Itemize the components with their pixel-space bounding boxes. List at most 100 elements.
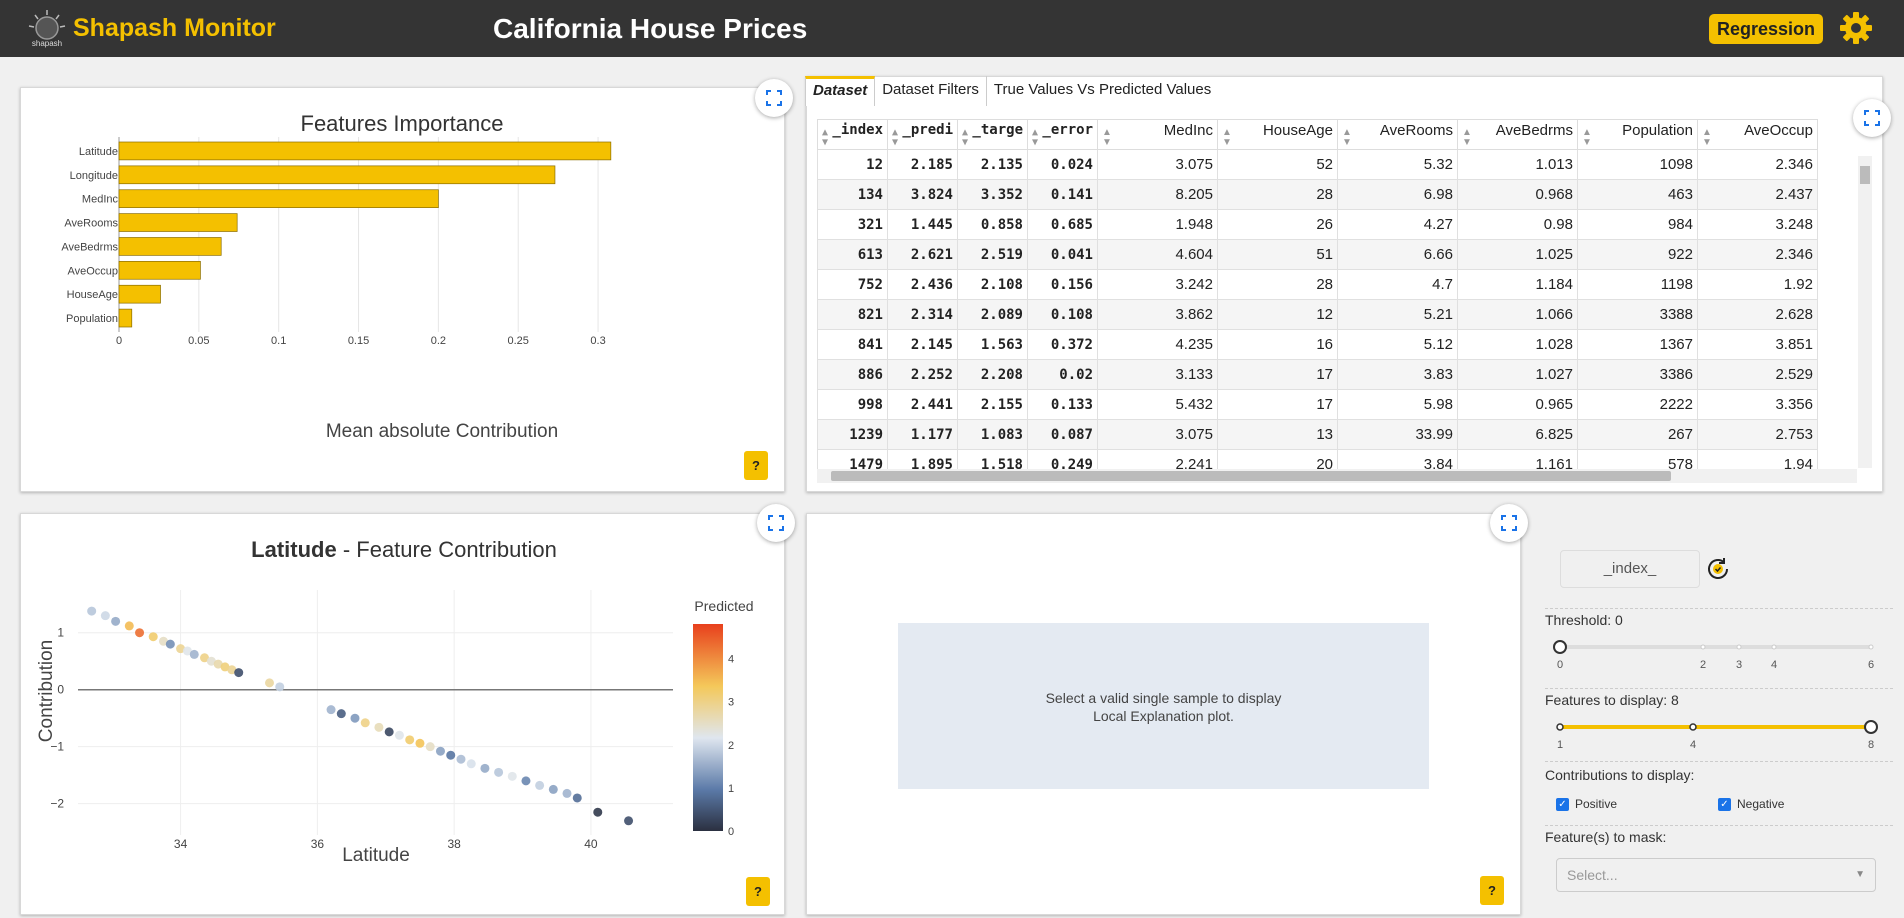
table-cell[interactable]: 1.184 bbox=[1457, 269, 1578, 300]
column-header[interactable]: ▲ ▼ Population bbox=[1577, 119, 1698, 150]
table-cell[interactable]: 1367 bbox=[1577, 329, 1698, 360]
refresh-index-icon[interactable] bbox=[1705, 556, 1731, 582]
table-cell[interactable]: 1.177 bbox=[887, 419, 958, 450]
sort-icon[interactable]: ▲ ▼ bbox=[1342, 126, 1352, 148]
table-cell[interactable]: 5.21 bbox=[1337, 299, 1458, 330]
table-cell[interactable]: 267 bbox=[1577, 419, 1698, 450]
column-header[interactable]: ▲ ▼ MedInc bbox=[1097, 119, 1218, 150]
column-header[interactable]: ▲ ▼ HouseAge bbox=[1217, 119, 1338, 150]
table-cell[interactable]: 984 bbox=[1577, 209, 1698, 240]
sort-icon[interactable]: ▲ ▼ bbox=[1102, 126, 1112, 148]
table-cell[interactable]: 0.133 bbox=[1027, 389, 1098, 420]
table-cell[interactable]: 5.432 bbox=[1097, 389, 1218, 420]
table-cell[interactable]: 3.242 bbox=[1097, 269, 1218, 300]
table-row[interactable]: 998 2.441 2.155 0.133 5.432 17 5.98 0.965 2222 3.… bbox=[817, 389, 1818, 420]
table-cell[interactable]: 2.519 bbox=[957, 239, 1028, 270]
table-cell[interactable]: 8.205 bbox=[1097, 179, 1218, 210]
regression-button[interactable]: Regression bbox=[1709, 14, 1823, 44]
table-cell[interactable]: 3.83 bbox=[1337, 359, 1458, 390]
table-row[interactable]: 752 2.436 2.108 0.156 3.242 28 4.7 1.184 1198 1.9… bbox=[817, 269, 1818, 300]
expand-dataset-button[interactable] bbox=[1853, 99, 1891, 137]
table-row[interactable]: 321 1.445 0.858 0.685 1.948 26 4.27 0.98 984 3.24… bbox=[817, 209, 1818, 240]
table-cell[interactable]: 321 bbox=[817, 209, 888, 240]
table-cell[interactable]: 2.621 bbox=[887, 239, 958, 270]
features-slider[interactable]: 1 4 8 bbox=[1548, 716, 1878, 756]
table-cell[interactable]: 134 bbox=[817, 179, 888, 210]
table-cell[interactable]: 922 bbox=[1577, 239, 1698, 270]
table-cell[interactable]: 1.027 bbox=[1457, 359, 1578, 390]
table-cell[interactable]: 1.013 bbox=[1457, 149, 1578, 180]
table-cell[interactable]: 1.948 bbox=[1097, 209, 1218, 240]
table-row[interactable]: 12 2.185 2.135 0.024 3.075 52 5.32 1.013 1098 2.3… bbox=[817, 149, 1818, 180]
table-cell[interactable]: 3.824 bbox=[887, 179, 958, 210]
table-cell[interactable]: 821 bbox=[817, 299, 888, 330]
table-cell[interactable]: 613 bbox=[817, 239, 888, 270]
table-cell[interactable]: 16 bbox=[1217, 329, 1338, 360]
table-cell[interactable]: 17 bbox=[1217, 359, 1338, 390]
table-cell[interactable]: 33.99 bbox=[1337, 419, 1458, 450]
vertical-scroll-thumb[interactable] bbox=[1860, 166, 1870, 184]
expand-importance-button[interactable] bbox=[755, 79, 793, 117]
table-cell[interactable]: 5.32 bbox=[1337, 149, 1458, 180]
table-cell[interactable]: 0.041 bbox=[1027, 239, 1098, 270]
column-header[interactable]: ▲ ▼ AveBedrms bbox=[1457, 119, 1578, 150]
table-cell[interactable]: 5.98 bbox=[1337, 389, 1458, 420]
table-cell[interactable]: 28 bbox=[1217, 269, 1338, 300]
table-cell[interactable]: 0.968 bbox=[1457, 179, 1578, 210]
table-cell[interactable]: 752 bbox=[817, 269, 888, 300]
table-row[interactable]: 886 2.252 2.208 0.02 3.133 17 3.83 1.027 3386 2.5… bbox=[817, 359, 1818, 390]
table-cell[interactable]: 2.108 bbox=[957, 269, 1028, 300]
dataset-table-container[interactable]: ▲ ▼ _index ▲ ▼ _predi ▲ ▼ _targe ▲ ▼ _error ▲ ▼ MedInc… bbox=[817, 119, 1857, 477]
column-header[interactable]: ▲ ▼ _error bbox=[1027, 119, 1098, 150]
table-cell[interactable]: 1.563 bbox=[957, 329, 1028, 360]
sort-icon[interactable]: ▲ ▼ bbox=[962, 126, 969, 148]
table-cell[interactable]: 5.12 bbox=[1337, 329, 1458, 360]
sort-icon[interactable]: ▲ ▼ bbox=[892, 126, 899, 148]
table-cell[interactable]: 1098 bbox=[1577, 149, 1698, 180]
column-header[interactable]: ▲ ▼ _targe bbox=[957, 119, 1028, 150]
tab-true-vs-predicted[interactable]: True Values Vs Predicted Values bbox=[993, 81, 1212, 98]
table-cell[interactable]: 26 bbox=[1217, 209, 1338, 240]
table-cell[interactable]: 2.252 bbox=[887, 359, 958, 390]
table-cell[interactable]: 51 bbox=[1217, 239, 1338, 270]
table-cell[interactable]: 4.235 bbox=[1097, 329, 1218, 360]
table-cell[interactable]: 2.436 bbox=[887, 269, 958, 300]
table-cell[interactable]: 3.075 bbox=[1097, 419, 1218, 450]
column-header[interactable]: ▲ ▼ AveRooms bbox=[1337, 119, 1458, 150]
expand-contribution-button[interactable] bbox=[757, 504, 795, 542]
table-cell[interactable]: 0.372 bbox=[1027, 329, 1098, 360]
sort-icon[interactable]: ▲ ▼ bbox=[1702, 126, 1712, 148]
table-cell[interactable]: 52 bbox=[1217, 149, 1338, 180]
table-cell[interactable]: 2.441 bbox=[887, 389, 958, 420]
table-cell[interactable]: 4.7 bbox=[1337, 269, 1458, 300]
table-cell[interactable]: 0.108 bbox=[1027, 299, 1098, 330]
table-cell[interactable]: 1239 bbox=[817, 419, 888, 450]
table-cell[interactable]: 998 bbox=[817, 389, 888, 420]
threshold-slider[interactable]: 0 2 3 4 6 bbox=[1548, 636, 1878, 676]
table-row[interactable]: 613 2.621 2.519 0.041 4.604 51 6.66 1.025 922 2.3… bbox=[817, 239, 1818, 270]
table-cell[interactable]: 2.346 bbox=[1697, 149, 1818, 180]
table-row[interactable]: 841 2.145 1.563 0.372 4.235 16 5.12 1.028 1367 3.… bbox=[817, 329, 1818, 360]
table-cell[interactable]: 0.024 bbox=[1027, 149, 1098, 180]
table-horizontal-scrollbar[interactable] bbox=[817, 469, 1857, 483]
table-cell[interactable]: 2.185 bbox=[887, 149, 958, 180]
table-cell[interactable]: 17 bbox=[1217, 389, 1338, 420]
table-cell[interactable]: 0.156 bbox=[1027, 269, 1098, 300]
table-cell[interactable]: 3386 bbox=[1577, 359, 1698, 390]
table-cell[interactable]: 0.98 bbox=[1457, 209, 1578, 240]
tab-dataset-filters[interactable]: Dataset Filters bbox=[875, 76, 987, 106]
table-cell[interactable]: 1.066 bbox=[1457, 299, 1578, 330]
table-cell[interactable]: 28 bbox=[1217, 179, 1338, 210]
table-cell[interactable]: 1.083 bbox=[957, 419, 1028, 450]
table-cell[interactable]: 0.02 bbox=[1027, 359, 1098, 390]
table-cell[interactable]: 1.445 bbox=[887, 209, 958, 240]
table-cell[interactable]: 2.346 bbox=[1697, 239, 1818, 270]
table-cell[interactable]: 3388 bbox=[1577, 299, 1698, 330]
table-cell[interactable]: 2.135 bbox=[957, 149, 1028, 180]
table-cell[interactable]: 13 bbox=[1217, 419, 1338, 450]
table-cell[interactable]: 0.858 bbox=[957, 209, 1028, 240]
table-row[interactable]: 821 2.314 2.089 0.108 3.862 12 5.21 1.066 3388 2.… bbox=[817, 299, 1818, 330]
sort-icon[interactable]: ▲ ▼ bbox=[1222, 126, 1232, 148]
mask-select[interactable]: Select... ▼ bbox=[1556, 858, 1876, 892]
table-cell[interactable]: 3.862 bbox=[1097, 299, 1218, 330]
